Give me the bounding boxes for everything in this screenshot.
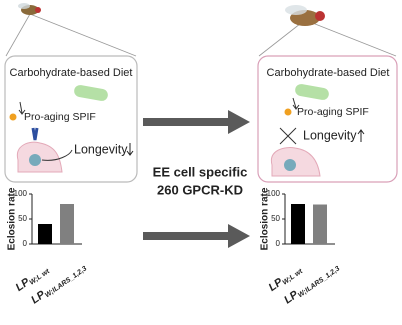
arrow [18, 101, 26, 115]
bar [313, 204, 327, 244]
spif-dot [284, 108, 292, 116]
y-tick-label: 50 [18, 214, 27, 223]
center-label: 260 GPCR-KD [157, 182, 243, 197]
y-axis-label: Eclosion rate [260, 187, 271, 250]
bar [291, 204, 305, 244]
category: LP [29, 288, 48, 306]
category: LP [267, 276, 286, 294]
y-tick-label: 0 [276, 239, 281, 248]
category-subscript: W;ILARS_1,2,3 [44, 265, 88, 299]
cross [279, 127, 297, 145]
x-tick-label: LPW;ILARS_1,2,3 [29, 260, 88, 307]
y-tick-label: 0 [23, 239, 28, 248]
category-subscript: W;L wt [281, 267, 304, 286]
arrow [292, 97, 300, 110]
x-tick-label: LPW;ILARS_1,2,3 [282, 260, 341, 307]
bar [60, 204, 74, 244]
y-tick-label: 100 [267, 189, 281, 198]
up-arrow [357, 129, 365, 142]
signal-label: Pro-aging SPIF [24, 111, 96, 123]
receptor [31, 127, 39, 141]
outcome-label: Longevity [303, 128, 357, 142]
big-arrow [143, 110, 250, 134]
category-subscript: W;ILARS_1,2,3 [297, 265, 341, 299]
y-tick-label: 50 [271, 214, 280, 223]
center-label: EE cell specific [153, 164, 248, 179]
fly-left [5, 3, 137, 57]
big-arrow [143, 224, 250, 248]
panel-title: Carbohydrate-based Diet [267, 67, 390, 79]
outcome-label: Longevity [74, 142, 128, 156]
down-arrow [126, 143, 134, 156]
arrow [41, 149, 73, 161]
diet-icon [295, 84, 329, 100]
diet-icon [74, 85, 108, 101]
x-tick-label: LPW;L wt [267, 263, 305, 295]
x-tick-label: LPW;L wt [14, 263, 52, 295]
spif-dot [9, 113, 17, 121]
category: LP [14, 276, 33, 294]
y-tick-label: 100 [14, 189, 28, 198]
bar [38, 224, 52, 244]
y-axis-label: Eclosion rate [7, 187, 18, 250]
category-subscript: W;L wt [28, 267, 51, 286]
category: LP [282, 288, 301, 306]
nucleus [284, 159, 296, 171]
panel-title: Carbohydrate-based Diet [10, 67, 133, 79]
cell [270, 147, 321, 177]
fly-right [258, 5, 397, 57]
signal-label: Pro-aging SPIF [297, 106, 369, 118]
nucleus [29, 154, 41, 166]
